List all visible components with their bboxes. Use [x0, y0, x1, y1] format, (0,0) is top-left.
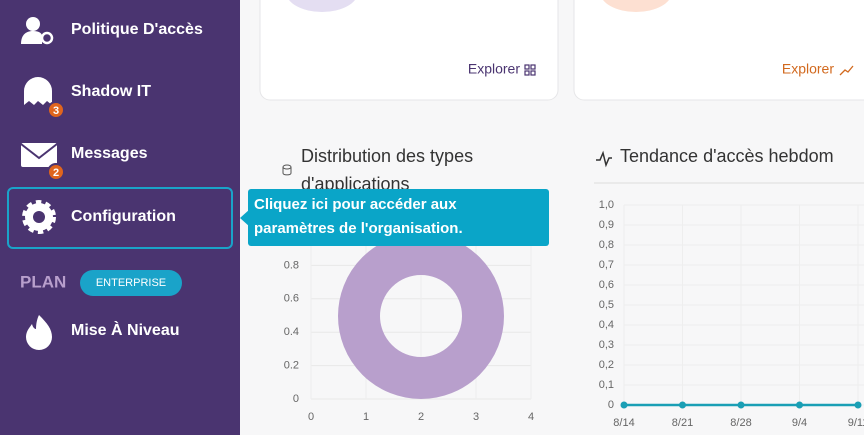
y-tick-label: 1,0: [599, 199, 614, 211]
y-tick-label: 0,5: [599, 299, 614, 311]
grid-icon: [524, 64, 536, 76]
y-tick-label: 0,3: [599, 339, 614, 351]
nav-item[interactable]: Mise À Niveau: [71, 320, 179, 339]
point: [854, 401, 862, 409]
x-tick-label: 4: [528, 411, 534, 423]
chart-title: d'applications: [301, 174, 410, 194]
y-tick-label: 0: [293, 393, 299, 405]
trend-icon: [839, 65, 854, 76]
point: [620, 401, 628, 409]
y-tick-label: 0,9: [599, 219, 614, 231]
mail-icon: [20, 143, 58, 167]
donut: [338, 233, 504, 399]
card-link[interactable]: Explorer: [782, 61, 834, 77]
database-icon: [282, 164, 292, 176]
highlight: [7, 187, 233, 249]
x-tick-label: 9/11: [848, 417, 864, 429]
trend-panel: Tendance d'accès hebdom 0 0,1 0,2 0,3 0,4 0,5…: [594, 146, 864, 429]
x-tick-label: 8/21: [672, 417, 693, 429]
badge: [47, 101, 65, 119]
x-tick-label: 8/28: [730, 417, 751, 429]
y-tick-label: 0.8: [284, 259, 299, 271]
card-icon: [289, 0, 355, 12]
nav-item[interactable]: Shadow IT: [71, 83, 151, 100]
tooltip-arrow: [240, 209, 250, 227]
flame-icon[interactable]: [26, 315, 52, 350]
access-icon: [21, 17, 54, 45]
gear-icon: [22, 200, 56, 234]
y-tick-label: 0,1: [599, 379, 614, 391]
y-tick-label: 0: [608, 399, 614, 411]
y-tick-label: 0.2: [284, 360, 299, 372]
card: [573, 0, 864, 101]
nav-item[interactable]: Politique D'accès: [71, 21, 203, 38]
badge: [47, 163, 65, 181]
pulse-icon: [596, 150, 612, 168]
badge-count: 2: [53, 167, 59, 179]
tooltip: [248, 189, 549, 246]
x-tick-label: 8/14: [613, 417, 634, 429]
plan-tier: ENTERPRISE: [96, 277, 166, 289]
ghost-icon: [24, 77, 52, 105]
x-tick-label: 0: [308, 411, 314, 423]
card-link[interactable]: Explorer: [468, 61, 520, 77]
nav-item[interactable]: Configuration: [71, 208, 176, 225]
nav-item[interactable]: Messages: [71, 145, 148, 162]
chart-title: Distribution des types: [301, 146, 473, 166]
chart-title: Tendance d'accès hebdom: [620, 146, 834, 166]
plan-pill: [80, 270, 182, 296]
distribution-panel: Distribution des types d'applications 00…: [282, 146, 534, 423]
plan-label: PLAN: [20, 272, 66, 291]
badge-count: 3: [53, 105, 59, 117]
point: [796, 401, 803, 409]
x-tick-label: 9/4: [792, 417, 807, 429]
y-tick-label: 0,4: [599, 319, 614, 331]
y-tick-label: 0,2: [599, 359, 614, 371]
x-tick-label: 1: [363, 411, 369, 423]
card: [259, 0, 559, 101]
y-tick-label: 0,7: [599, 259, 614, 271]
tooltip-text: paramètres de l'organisation.: [254, 220, 463, 237]
tooltip-text: Cliquez ici pour accéder aux: [254, 196, 457, 213]
point: [679, 401, 686, 409]
y-tick-label: 0,6: [599, 279, 614, 291]
y-tick-label: 0,8: [599, 239, 614, 251]
point: [737, 401, 745, 409]
x-tick-label: 3: [473, 411, 479, 423]
x-tick-label: 2: [418, 411, 424, 423]
card-icon: [603, 0, 669, 12]
y-tick-label: 0.4: [284, 326, 299, 338]
y-tick-label: 0.6: [284, 293, 299, 305]
